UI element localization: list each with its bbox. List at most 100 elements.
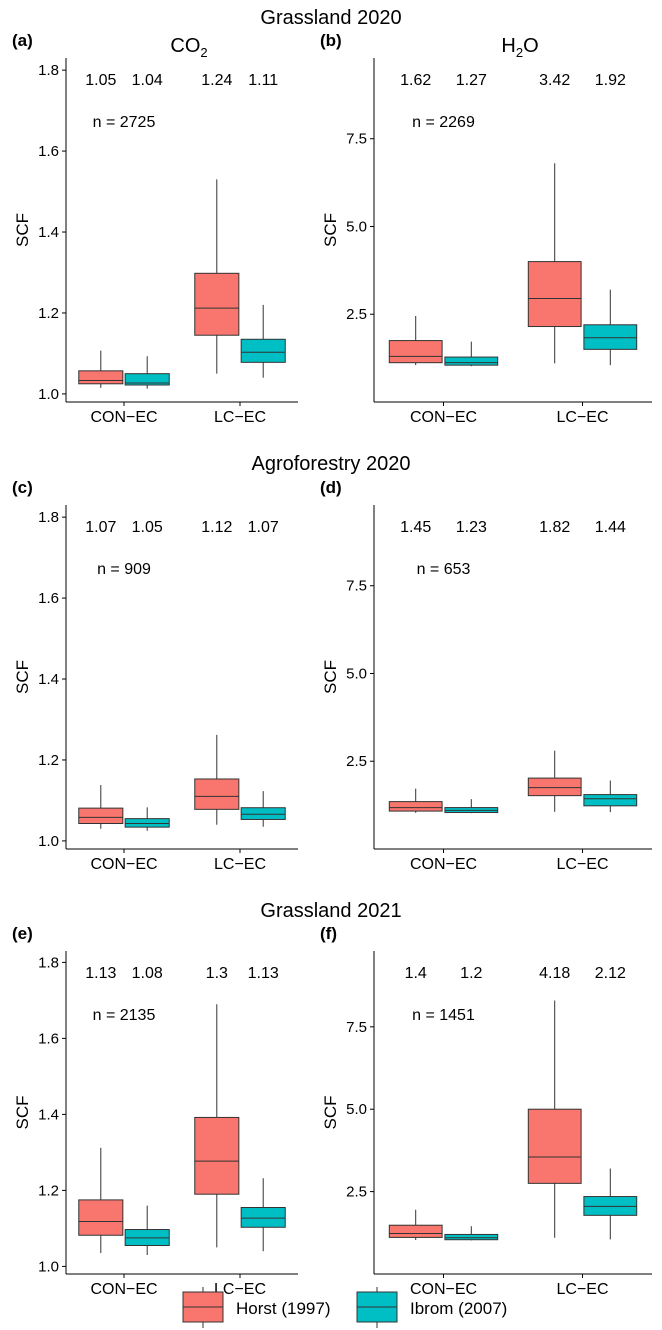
panel-label: (b) xyxy=(320,31,342,50)
y-axis-label: SCF xyxy=(321,213,340,247)
box-ibrom xyxy=(583,1168,638,1240)
box-ibrom xyxy=(444,341,499,367)
box-horst xyxy=(78,1147,124,1254)
box-ibrom xyxy=(124,807,170,831)
box-horst xyxy=(194,179,240,374)
n-label: n = 2135 xyxy=(93,1007,156,1024)
x-tick-label: LC−EC xyxy=(214,856,266,873)
mean-label: 1.05 xyxy=(132,519,163,536)
box-body xyxy=(388,801,443,812)
box-horst xyxy=(78,785,124,829)
box-body xyxy=(124,373,170,386)
mean-label: 1.27 xyxy=(456,72,487,89)
box-ibrom xyxy=(240,304,286,378)
y-tick-label: 1.8 xyxy=(38,509,59,526)
y-tick-label: 1.6 xyxy=(38,143,59,160)
legend-label-horst: Horst (1997) xyxy=(236,1299,330,1318)
y-tick-label: 7.5 xyxy=(346,578,367,595)
box-body xyxy=(583,794,638,807)
x-tick-label: LC−EC xyxy=(556,1281,608,1298)
panel-f: (f) SCF 2.5 5.0 7.5 CON−EC LC−EC 1.4 1.2 4.18 2.12… xyxy=(320,924,652,1298)
y-axis-label: SCF xyxy=(321,1096,340,1130)
mean-label: 1.4 xyxy=(405,965,427,982)
box-horst xyxy=(78,350,124,388)
y-tick-label: 1.4 xyxy=(38,1106,59,1123)
box-body xyxy=(194,272,240,336)
y-tick-label: 1.6 xyxy=(38,1030,59,1047)
box-ibrom xyxy=(240,791,286,827)
panel-e: (e) SCF 1.0 1.2 1.4 1.6 1.8 CON−EC LC−EC 1.13 1.08… xyxy=(12,924,298,1298)
y-tick-label: 1.4 xyxy=(38,224,59,241)
n-label: n = 1451 xyxy=(412,1007,475,1024)
box-horst xyxy=(388,1209,443,1241)
box-body xyxy=(388,1224,443,1238)
x-tick-label: LC−EC xyxy=(214,1281,266,1298)
legend-label-ibrom: Ibrom (2007) xyxy=(410,1299,507,1318)
box-body xyxy=(194,778,240,810)
column-header-co2: CO2 xyxy=(170,35,207,60)
panel-d: (d) SCF 2.5 5.0 7.5 CON−EC LC−EC 1.45 1.23 1.82 1.… xyxy=(320,478,652,873)
legend: Horst (1997) Ibrom (2007) xyxy=(182,1287,507,1328)
panel-a: (a) SCF 1.0 1.2 1.4 1.6 1.8 CON−EC LC−EC 1.05 1.04… xyxy=(12,31,298,426)
mean-label: 1.44 xyxy=(595,519,626,536)
y-tick-label: 1.8 xyxy=(38,954,59,971)
box-ibrom xyxy=(583,289,638,366)
box-horst xyxy=(527,750,582,812)
y-tick-label: 7.5 xyxy=(346,131,367,148)
n-label: n = 909 xyxy=(97,561,151,578)
box-body xyxy=(78,807,124,825)
y-tick-label: 5.0 xyxy=(346,218,367,235)
box-ibrom xyxy=(124,1205,170,1255)
box-ibrom xyxy=(124,356,170,389)
column-header-h2o: H2O xyxy=(501,35,538,60)
panel-label: (a) xyxy=(12,31,33,50)
mean-label: 1.62 xyxy=(400,72,431,89)
box-body xyxy=(124,818,170,828)
mean-label: 1.12 xyxy=(201,519,232,536)
x-tick-label: CON−EC xyxy=(410,409,477,426)
panel-c: (c) SCF 1.0 1.2 1.4 1.6 1.8 CON−EC LC−EC 1.07 1.05… xyxy=(12,478,298,873)
x-tick-label: LC−EC xyxy=(556,409,608,426)
y-tick-label: 1.2 xyxy=(38,305,59,322)
legend-item-horst: Horst (1997) xyxy=(182,1287,330,1328)
box-body xyxy=(78,370,124,385)
n-label: n = 2725 xyxy=(93,114,156,131)
x-tick-label: LC−EC xyxy=(556,856,608,873)
box-ibrom xyxy=(240,1178,286,1252)
x-tick-label: CON−EC xyxy=(410,1281,477,1298)
box-horst xyxy=(194,734,240,825)
y-tick-label: 5.0 xyxy=(346,665,367,682)
y-tick-label: 1.8 xyxy=(38,62,59,79)
y-axis-label: SCF xyxy=(321,660,340,694)
box-body xyxy=(240,1207,286,1228)
y-tick-label: 5.0 xyxy=(346,1101,367,1118)
n-label: n = 653 xyxy=(417,561,471,578)
panel-label: (c) xyxy=(12,478,33,497)
legend-item-ibrom: Ibrom (2007) xyxy=(356,1287,507,1328)
mean-label: 4.18 xyxy=(539,965,570,982)
mean-label: 1.11 xyxy=(248,72,278,89)
mean-label: 1.08 xyxy=(132,965,163,982)
n-label: n = 2269 xyxy=(412,114,475,131)
mean-label: 1.2 xyxy=(460,965,482,982)
box-body xyxy=(78,1199,124,1236)
y-tick-label: 1.4 xyxy=(38,671,59,688)
box-horst xyxy=(388,788,443,813)
y-tick-label: 1.2 xyxy=(38,752,59,769)
y-tick-label: 7.5 xyxy=(346,1019,367,1036)
mean-label: 1.13 xyxy=(248,965,279,982)
mean-label: 1.07 xyxy=(248,519,279,536)
x-tick-label: CON−EC xyxy=(90,1281,157,1298)
mean-label: 1.05 xyxy=(85,72,116,89)
y-tick-label: 1.0 xyxy=(38,833,59,850)
box-body xyxy=(527,777,582,797)
box-horst xyxy=(527,163,582,364)
box-ibrom xyxy=(583,780,638,813)
box-body xyxy=(194,1116,240,1195)
y-tick-label: 2.5 xyxy=(346,753,367,770)
mean-label: 1.92 xyxy=(595,72,626,89)
box-horst xyxy=(527,1000,582,1238)
mean-label: 1.07 xyxy=(85,519,116,536)
box-body xyxy=(444,356,499,366)
